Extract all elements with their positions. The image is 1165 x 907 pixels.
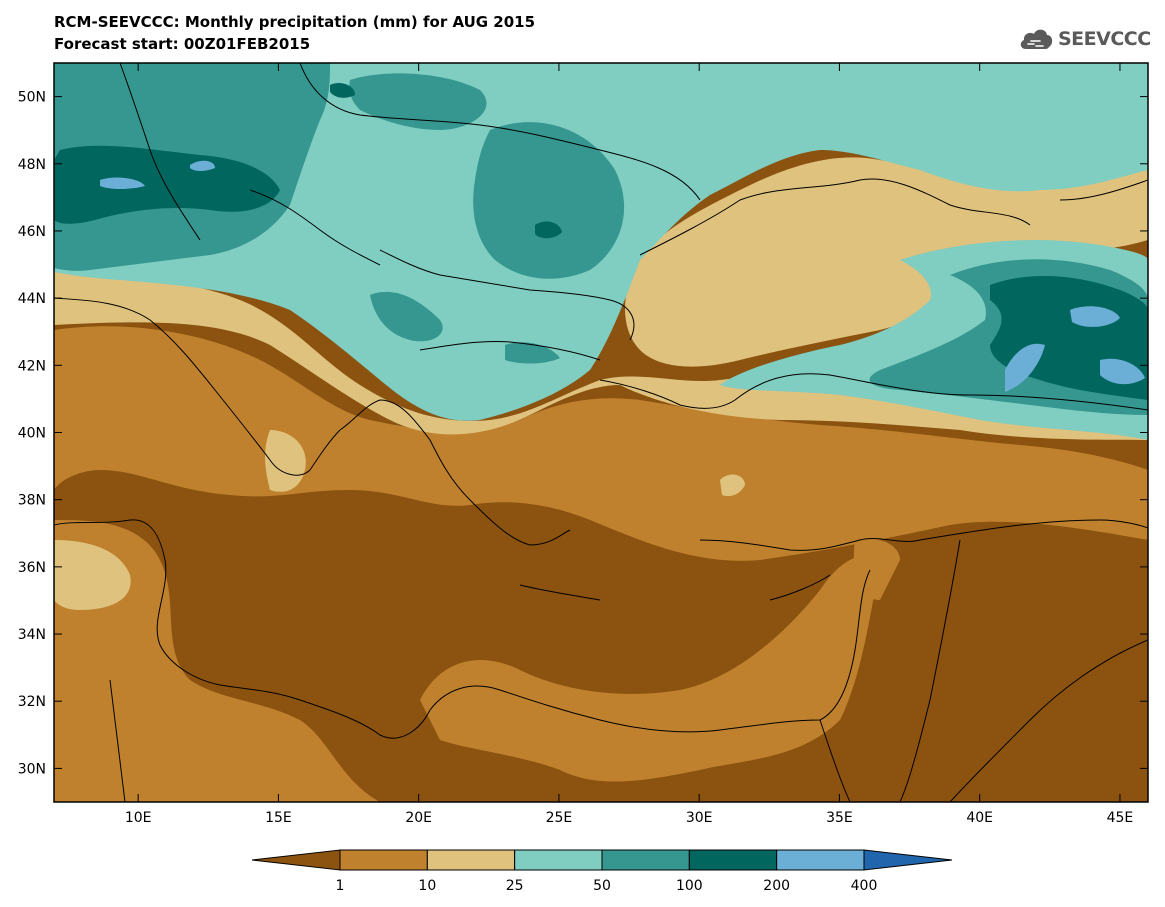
legend-label: 400 [851, 878, 878, 894]
lon-tick-label: 35E [826, 810, 853, 826]
legend-label: 50 [593, 878, 611, 894]
lon-tick-label: 10E [125, 810, 152, 826]
legend-label: 100 [676, 878, 703, 894]
legend-swatch [863, 849, 953, 871]
lon-tick-label: 15E [265, 810, 292, 826]
lat-tick-label: 36N [18, 560, 46, 576]
legend-label: 200 [763, 878, 790, 894]
legend-swatch [251, 849, 341, 871]
cloud-icon [1020, 29, 1053, 49]
lon-tick-label: 30E [686, 810, 713, 826]
legend-label: 10 [418, 878, 436, 894]
seevccc-logo: SEEVCCC [1018, 24, 1151, 54]
lat-tick-label: 46N [18, 224, 46, 240]
forecast-start-label: Forecast start: 00Z01FEB2015 [54, 35, 311, 53]
lat-tick-label: 38N [18, 493, 46, 509]
lon-tick-label: 25E [546, 810, 573, 826]
lon-tick-label: 45E [1107, 810, 1134, 826]
coastlines-and-borders [54, 63, 1148, 802]
legend-swatch [426, 849, 516, 871]
lon-tick-label: 20E [405, 810, 432, 826]
legend-swatch [601, 849, 690, 871]
lat-tick-label: 34N [18, 627, 46, 643]
lat-tick-label: 30N [18, 761, 46, 777]
lat-tick-label: 40N [18, 426, 46, 442]
lat-tick-label: 32N [18, 694, 46, 710]
lon-tick-label: 40E [966, 810, 993, 826]
legend-label: 1 [336, 878, 345, 894]
precipitation-field [54, 63, 1148, 802]
lat-tick-label: 42N [18, 358, 46, 374]
legend-swatch [339, 849, 428, 871]
lat-tick-label: 48N [18, 157, 46, 173]
longitude-axis: 10E 15E 20E 25E 30E 35E 40E 45E [125, 63, 1133, 826]
legend-swatch [688, 849, 778, 871]
legend-swatch [776, 849, 865, 871]
legend-label: 25 [506, 878, 524, 894]
logo-text: SEEVCCC [1058, 28, 1151, 50]
lat-tick-label: 50N [18, 90, 46, 106]
legend-swatch [514, 849, 603, 871]
lat-tick-label: 44N [18, 291, 46, 307]
color-legend: 1 10 25 50 100 200 400 [251, 849, 953, 894]
latitude-axis: 30N 32N 34N 36N 38N 40N 42N 44N 46N 48N 50N [18, 90, 1148, 777]
map-title: RCM-SEEVCCC: Monthly precipitation (mm) … [54, 13, 536, 31]
